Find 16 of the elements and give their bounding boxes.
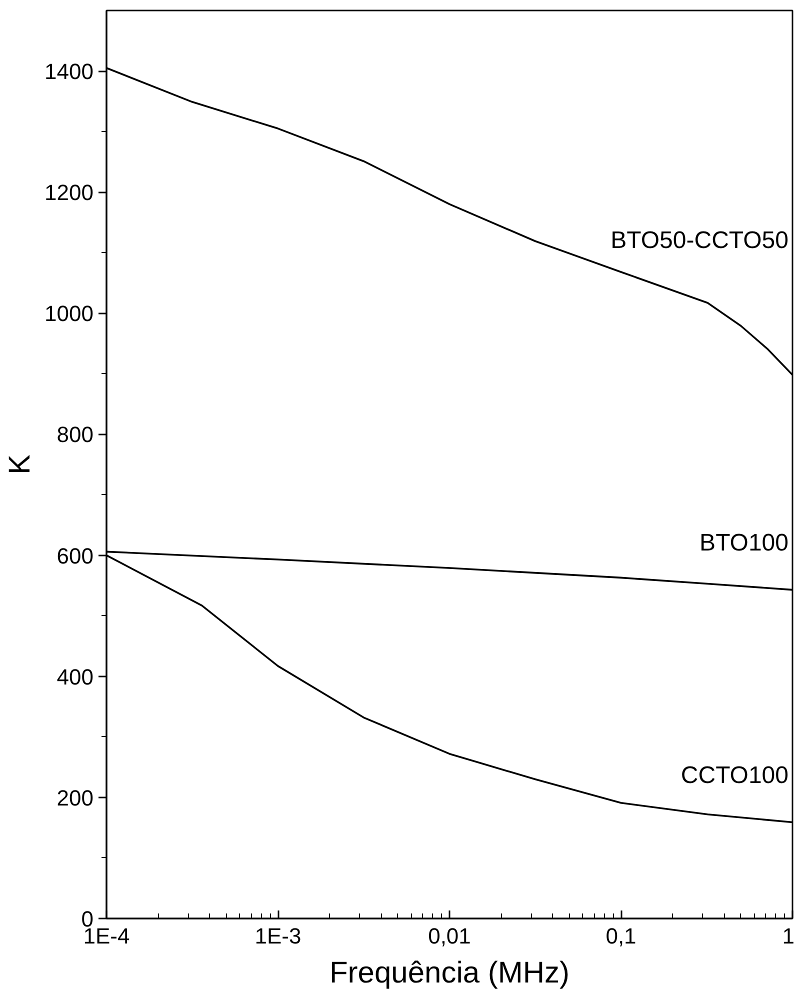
y-tick-label: 600 [56,543,94,568]
x-tick-label: 1E-3 [254,924,302,948]
y-tick-label: 800 [56,422,94,448]
y-tick-label: 1200 [44,180,94,206]
x-tick-label: 1 [782,924,794,948]
y-tick-label: 200 [56,785,94,810]
x-tick-label: 0,1 [606,924,636,948]
x-axis-title: Frequência (MHz) [329,956,570,990]
y-tick-label: 1000 [44,301,94,326]
series-label: BTO50-CCTO50 [610,226,788,254]
y-axis-title: K [4,454,37,475]
y-tick-label: 400 [56,664,94,690]
y-tick-label: 1400 [44,59,94,84]
series-label: CCTO100 [680,762,789,789]
series-label: BTO100 [700,530,789,557]
x-tick-label: 0,01 [428,924,471,948]
